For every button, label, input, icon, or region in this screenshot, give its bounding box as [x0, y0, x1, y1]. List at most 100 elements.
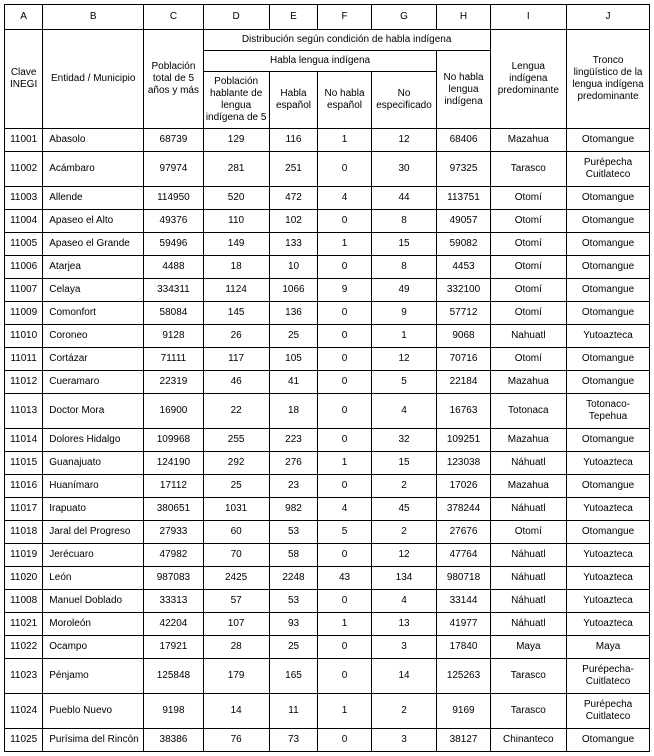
col-letter-f: F — [318, 5, 371, 30]
cell-d: 255 — [203, 429, 269, 452]
cell-a: 11009 — [5, 302, 43, 325]
cell-h: 4453 — [437, 256, 490, 279]
cell-h: 27676 — [437, 521, 490, 544]
cell-b: Huanímaro — [43, 475, 144, 498]
table-row: 11009Comonfort580841451360957712OtomíOto… — [5, 302, 650, 325]
cell-c: 22319 — [144, 371, 204, 394]
cell-d: 57 — [203, 590, 269, 613]
cell-a: 11024 — [5, 694, 43, 729]
cell-j: Totonaco-Tepehua — [567, 394, 650, 429]
cell-d: 149 — [203, 233, 269, 256]
table-row: 11011Cortázar7111111710501270716OtomíOto… — [5, 348, 650, 371]
cell-b: Dolores Hidalgo — [43, 429, 144, 452]
cell-a: 11002 — [5, 152, 43, 187]
cell-h: 70716 — [437, 348, 490, 371]
cell-j: Otomangue — [567, 279, 650, 302]
cell-e: 10 — [269, 256, 318, 279]
cell-j: Yutoazteca — [567, 613, 650, 636]
cell-e: 133 — [269, 233, 318, 256]
cell-g: 30 — [371, 152, 437, 187]
cell-g: 44 — [371, 187, 437, 210]
cell-f: 0 — [318, 729, 371, 752]
cell-c: 125848 — [144, 659, 204, 694]
cell-b: Cortázar — [43, 348, 144, 371]
cell-e: 102 — [269, 210, 318, 233]
cell-h: 113751 — [437, 187, 490, 210]
cell-i: Náhuatl — [490, 613, 567, 636]
cell-i: Otomí — [490, 279, 567, 302]
cell-a: 11020 — [5, 567, 43, 590]
cell-a: 11003 — [5, 187, 43, 210]
cell-h: 109251 — [437, 429, 490, 452]
cell-d: 60 — [203, 521, 269, 544]
cell-c: 33313 — [144, 590, 204, 613]
cell-g: 3 — [371, 636, 437, 659]
cell-e: 276 — [269, 452, 318, 475]
cell-a: 11012 — [5, 371, 43, 394]
cell-a: 11004 — [5, 210, 43, 233]
cell-e: 105 — [269, 348, 318, 371]
table-row: 11010Coroneo91282625019068NahuatlYutoazt… — [5, 325, 650, 348]
table-row: 11007Celaya33431111241066949332100OtomíO… — [5, 279, 650, 302]
cell-i: Otomí — [490, 256, 567, 279]
cell-e: 136 — [269, 302, 318, 325]
cell-g: 12 — [371, 129, 437, 152]
col-letter-j: J — [567, 5, 650, 30]
cell-a: 11021 — [5, 613, 43, 636]
cell-h: 125263 — [437, 659, 490, 694]
cell-d: 145 — [203, 302, 269, 325]
table-row: 11016Huanímaro1711225230217026MazahuaOto… — [5, 475, 650, 498]
cell-b: Moroleón — [43, 613, 144, 636]
col-label-group-dh: Distribución según condición de habla in… — [203, 30, 490, 51]
cell-a: 11018 — [5, 521, 43, 544]
cell-i: Mazahua — [490, 429, 567, 452]
cell-b: Allende — [43, 187, 144, 210]
table-row: 11017Irapuato3806511031982445378244Náhua… — [5, 498, 650, 521]
cell-i: Mazahua — [490, 129, 567, 152]
cell-i: Otomí — [490, 210, 567, 233]
cell-g: 2 — [371, 475, 437, 498]
cell-a: 11014 — [5, 429, 43, 452]
cell-f: 5 — [318, 521, 371, 544]
cell-i: Náhuatl — [490, 544, 567, 567]
cell-j: Otomangue — [567, 302, 650, 325]
cell-a: 11007 — [5, 279, 43, 302]
cell-c: 49376 — [144, 210, 204, 233]
col-letter-d: D — [203, 5, 269, 30]
cell-j: Yutoazteca — [567, 544, 650, 567]
cell-j: Otomangue — [567, 729, 650, 752]
cell-j: Yutoazteca — [567, 567, 650, 590]
cell-f: 0 — [318, 590, 371, 613]
cell-c: 42204 — [144, 613, 204, 636]
table-row: 11024Pueblo Nuevo91981411129169TarascoPu… — [5, 694, 650, 729]
table-row: 11022Ocampo1792128250317840MayaMaya — [5, 636, 650, 659]
cell-b: Atarjea — [43, 256, 144, 279]
cell-h: 332100 — [437, 279, 490, 302]
cell-f: 43 — [318, 567, 371, 590]
cell-h: 16763 — [437, 394, 490, 429]
cell-i: Tarasco — [490, 659, 567, 694]
cell-d: 2425 — [203, 567, 269, 590]
col-letter-e: E — [269, 5, 318, 30]
cell-d: 70 — [203, 544, 269, 567]
cell-d: 22 — [203, 394, 269, 429]
cell-f: 1 — [318, 694, 371, 729]
cell-j: Otomangue — [567, 233, 650, 256]
cell-g: 49 — [371, 279, 437, 302]
cell-c: 9198 — [144, 694, 204, 729]
cell-i: Chinanteco — [490, 729, 567, 752]
table-row: 11005Apaseo el Grande5949614913311559082… — [5, 233, 650, 256]
cell-j: Yutoazteca — [567, 590, 650, 613]
cell-g: 1 — [371, 325, 437, 348]
cell-b: Doctor Mora — [43, 394, 144, 429]
cell-j: Otomangue — [567, 210, 650, 233]
cell-i: Náhuatl — [490, 590, 567, 613]
cell-j: Purépecha-Cuitlateco — [567, 659, 650, 694]
cell-e: 41 — [269, 371, 318, 394]
cell-a: 11023 — [5, 659, 43, 694]
cell-h: 59082 — [437, 233, 490, 256]
table-row: 11004Apaseo el Alto493761101020849057Oto… — [5, 210, 650, 233]
cell-d: 117 — [203, 348, 269, 371]
cell-a: 11005 — [5, 233, 43, 256]
cell-g: 3 — [371, 729, 437, 752]
